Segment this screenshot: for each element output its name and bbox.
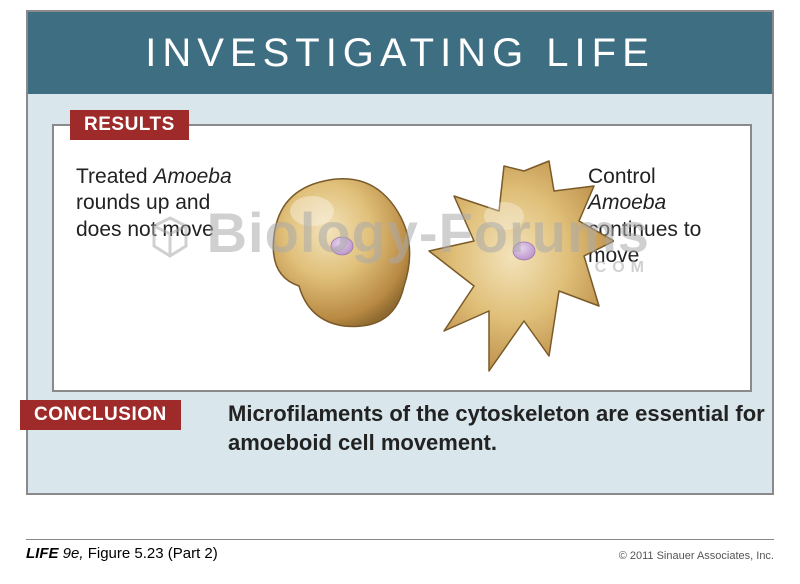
treated-caption: Treated Amoeba rounds up and does not mo… (76, 164, 256, 243)
figure-frame: INVESTIGATING LIFE RESULTS Treated Amoeb… (26, 10, 774, 495)
copyright: © 2011 Sinauer Associates, Inc. (619, 550, 774, 562)
title-text: INVESTIGATING LIFE (145, 31, 655, 76)
title-bar: INVESTIGATING LIFE (28, 12, 772, 94)
amoeba-svg (254, 156, 614, 376)
control-amoeba-icon (429, 161, 614, 371)
book-title: LIFE (26, 545, 59, 562)
results-badge: RESULTS (70, 110, 189, 140)
footer-citation: LIFE 9e, Figure 5.23 (Part 2) (26, 545, 218, 562)
results-panel: RESULTS Treated Amoeba rounds up and doe… (52, 124, 752, 392)
treated-amoeba-icon (273, 179, 409, 327)
footer-rule (26, 539, 774, 540)
conclusion-text: Microfilaments of the cytoskeleton are e… (228, 400, 768, 457)
amoeba-illustrations (254, 156, 614, 376)
conclusion-badge: CONCLUSION (20, 400, 181, 430)
figure-number: Figure 5.23 (Part 2) (88, 545, 218, 562)
book-edition: 9e, (63, 545, 84, 562)
